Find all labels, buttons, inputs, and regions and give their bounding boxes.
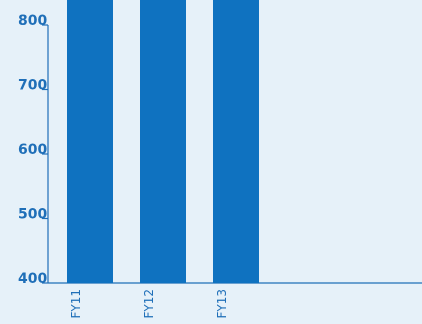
bar-fy12 — [140, 0, 186, 283]
x-category-label: FY11 — [69, 289, 83, 319]
y-tick-label: 800 — [18, 13, 47, 29]
y-tick-label: 400 — [18, 271, 47, 287]
y-tick-label: 700 — [18, 78, 47, 94]
x-category-label: FY13 — [215, 289, 229, 319]
chart-labels: FY11FY12FY13APG2 — [69, 289, 229, 319]
x-category-label: FY12 — [142, 289, 156, 319]
bar-fy13 — [213, 0, 259, 284]
y-tick-label: 500 — [18, 207, 47, 223]
chart-bars — [67, 0, 259, 284]
y-tick-label: 600 — [18, 142, 47, 158]
bar-fy11 — [67, 0, 113, 283]
